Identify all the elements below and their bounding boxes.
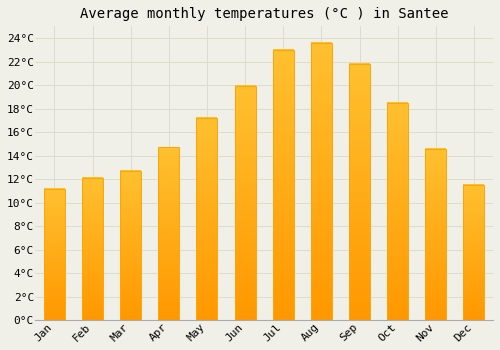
Bar: [464, 185, 484, 320]
Bar: [311, 43, 332, 320]
Title: Average monthly temperatures (°C ) in Santee: Average monthly temperatures (°C ) in Sa…: [80, 7, 448, 21]
Bar: [387, 103, 408, 320]
Bar: [273, 50, 294, 320]
Bar: [426, 149, 446, 320]
Bar: [196, 118, 218, 320]
Bar: [158, 147, 180, 320]
Bar: [349, 64, 370, 320]
Bar: [120, 171, 141, 320]
Bar: [234, 86, 256, 320]
Bar: [82, 178, 103, 320]
Bar: [44, 189, 65, 320]
